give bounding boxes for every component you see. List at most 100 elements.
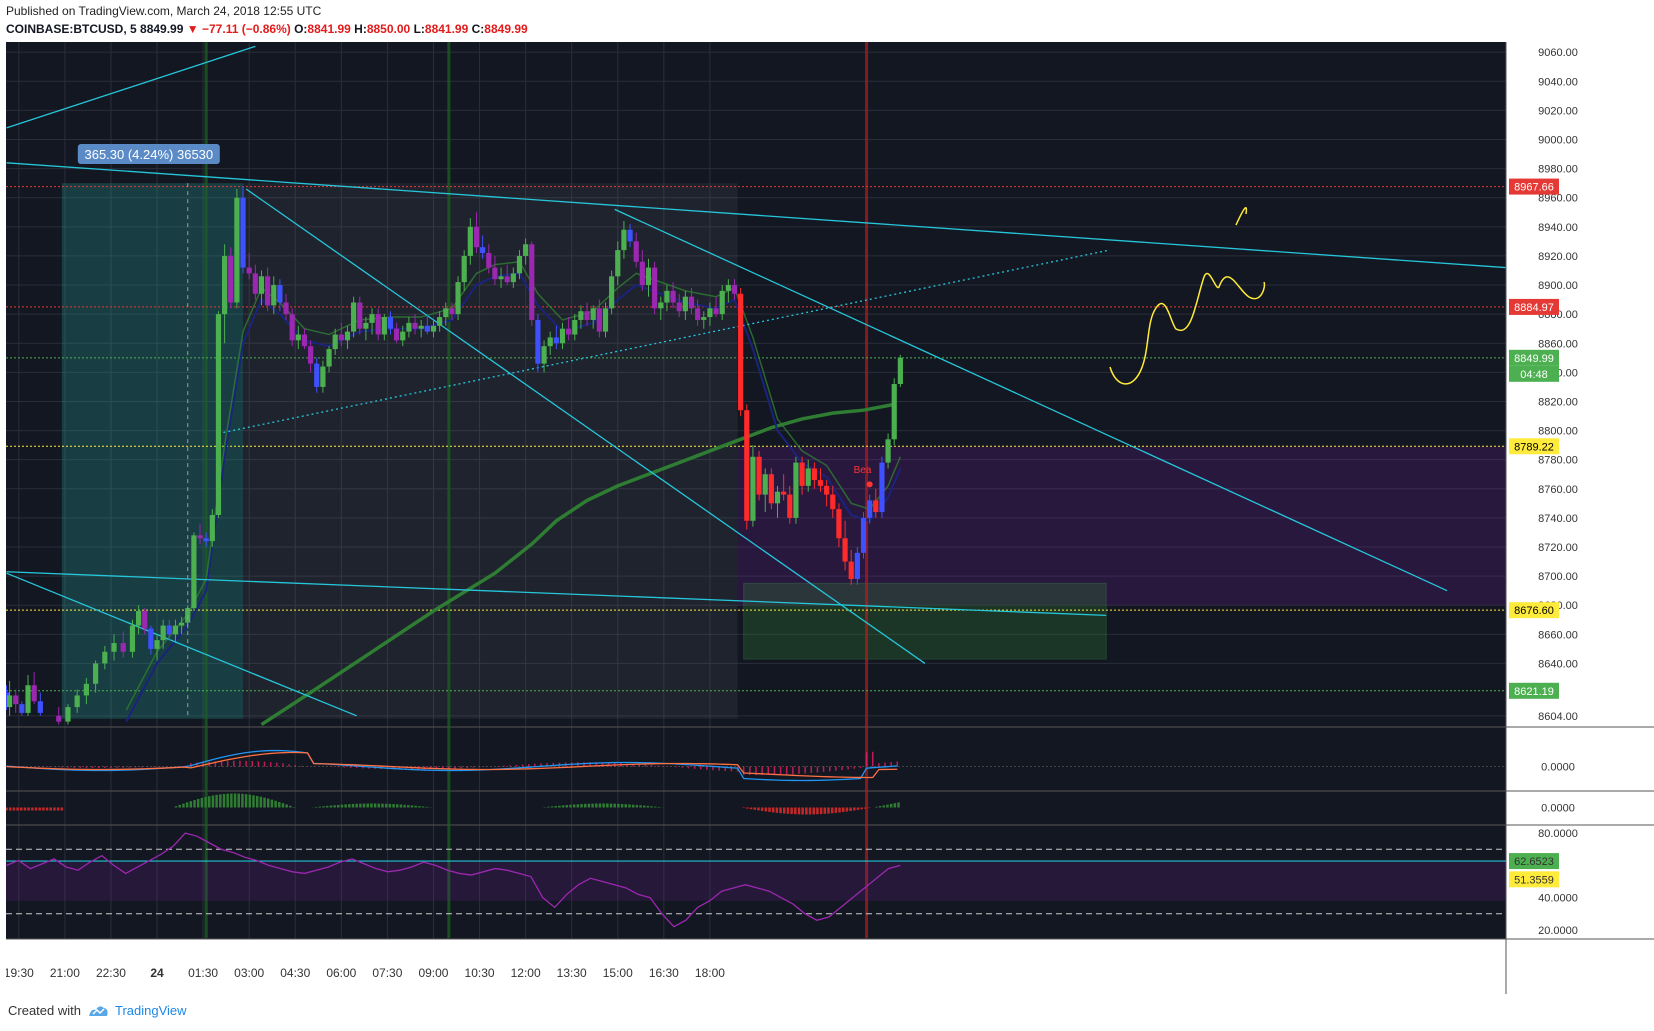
candle-body	[83, 683, 89, 696]
candle-body	[787, 494, 793, 518]
candle	[891, 378, 897, 446]
candle-body	[129, 625, 136, 652]
candle-body	[209, 514, 215, 542]
price-level-tag-text: 8884.97	[1514, 302, 1554, 314]
candle-body	[836, 509, 842, 539]
candle	[308, 340, 314, 373]
candle-body	[283, 302, 289, 315]
time-axis-label: 19:30	[6, 966, 34, 980]
candle-body	[578, 311, 584, 320]
candle-body	[590, 308, 596, 320]
candle-body	[455, 282, 461, 315]
candle	[824, 480, 830, 507]
candle	[320, 360, 326, 393]
candle	[652, 261, 658, 315]
candle-body	[498, 276, 504, 280]
candle-body	[707, 308, 713, 318]
candle-body	[596, 308, 602, 332]
candle-body	[246, 267, 252, 274]
price-level-tag	[1509, 349, 1559, 366]
time-axis-label: 03:00	[234, 966, 264, 980]
candle-body	[652, 267, 658, 309]
symbol-label[interactable]: COINBASE:BTCUSD, 5	[6, 22, 137, 36]
chart-area[interactable]: 365.30 (4.24%) 36530 Bea 9060.00 9040.00 902…	[4, 42, 1654, 994]
tradingview-logo-icon[interactable]	[87, 1004, 109, 1018]
candle-body	[65, 707, 71, 722]
candle	[535, 314, 541, 373]
price-chart-svg[interactable]: 365.30 (4.24%) 36530 Bea 9060.00 9040.00 902…	[4, 42, 1654, 994]
candle-body	[584, 311, 590, 320]
candle	[449, 302, 455, 320]
candle-body	[516, 255, 523, 274]
candle	[265, 267, 271, 312]
candle-body	[430, 325, 437, 332]
candle	[731, 279, 738, 300]
candle	[120, 631, 126, 658]
candle	[885, 433, 891, 469]
candle-body	[351, 302, 357, 332]
tradingview-brand-link[interactable]: TradingView	[114, 1003, 187, 1018]
price-level-tag-text: 8967.66	[1514, 182, 1554, 194]
candle-body	[203, 538, 209, 542]
candle	[258, 270, 265, 306]
candle-body	[897, 357, 903, 384]
candle	[375, 308, 381, 341]
candle	[37, 692, 43, 716]
price-axis-label: 9020.00	[1538, 105, 1578, 117]
candle-body	[824, 485, 830, 495]
rsi-line	[6, 832, 901, 928]
candle-body	[805, 468, 811, 486]
candle-body	[277, 285, 283, 303]
candle-body	[774, 491, 781, 504]
support-box	[743, 582, 1107, 660]
candle	[873, 488, 879, 518]
candle	[160, 619, 166, 649]
candle	[13, 689, 19, 713]
price-axis-label: 8720.00	[1538, 542, 1578, 554]
candle	[209, 509, 215, 547]
candle-body	[179, 622, 185, 626]
candle-body	[609, 276, 615, 309]
candle-body	[443, 308, 449, 318]
last-price: 8849.99	[140, 22, 184, 36]
time-axis-label: 21:00	[50, 966, 80, 980]
candle	[289, 308, 295, 347]
candle	[633, 232, 639, 268]
candle	[842, 520, 848, 571]
candle	[387, 311, 394, 335]
candle	[578, 305, 584, 329]
time-axis-label: 24	[150, 966, 164, 980]
candle-body	[510, 273, 516, 283]
candle-body	[412, 322, 418, 329]
candle	[406, 317, 412, 338]
candle-body	[566, 328, 572, 335]
candle	[609, 270, 615, 315]
candle	[154, 634, 160, 661]
candle-body	[6, 695, 13, 708]
candle	[400, 325, 406, 347]
low-value: 8841.99	[424, 22, 469, 36]
candle-body	[854, 552, 860, 580]
candle-body	[842, 538, 848, 562]
price-axis-label: 8740.00	[1538, 513, 1578, 525]
candle	[136, 605, 142, 635]
candle	[498, 267, 504, 288]
candle	[191, 532, 197, 612]
candle	[867, 494, 873, 524]
candle	[602, 302, 609, 338]
candle-body	[480, 247, 486, 254]
candle-body	[301, 334, 308, 347]
high-label: H:	[354, 22, 367, 36]
candle-body	[547, 337, 553, 347]
time-axis-label: 16:30	[649, 966, 679, 980]
candle	[713, 296, 719, 318]
time-axis-label: 13:30	[557, 966, 587, 980]
time-axis-label: 18:00	[695, 966, 725, 980]
candle-body	[308, 346, 314, 364]
price-level-tag	[1509, 602, 1559, 619]
candle-body	[56, 715, 62, 722]
candle-body	[240, 197, 246, 268]
candle	[142, 608, 148, 635]
candle	[102, 645, 108, 670]
candle-body	[682, 296, 688, 312]
